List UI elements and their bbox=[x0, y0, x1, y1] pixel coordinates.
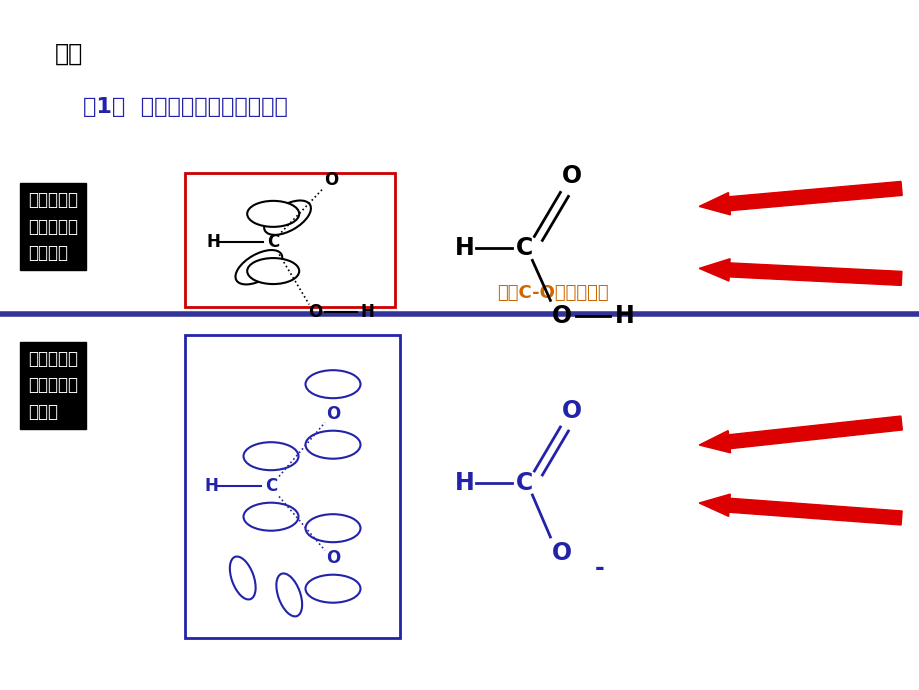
Text: C: C bbox=[516, 237, 532, 260]
Text: O: O bbox=[308, 304, 322, 322]
Ellipse shape bbox=[305, 431, 360, 459]
Text: H: H bbox=[614, 304, 633, 328]
Ellipse shape bbox=[305, 514, 360, 542]
Text: -: - bbox=[594, 556, 604, 580]
Text: H: H bbox=[454, 237, 474, 260]
Text: C: C bbox=[265, 477, 277, 495]
FancyArrow shape bbox=[698, 259, 901, 286]
Text: O: O bbox=[325, 406, 340, 424]
FancyArrow shape bbox=[698, 416, 902, 453]
FancyArrow shape bbox=[698, 181, 902, 215]
Ellipse shape bbox=[244, 442, 298, 470]
Text: O: O bbox=[562, 399, 582, 423]
Ellipse shape bbox=[264, 201, 311, 235]
Text: C: C bbox=[267, 233, 279, 251]
Text: （1）  羧酸和羧酸根的结构比较: （1） 羧酸和羧酸根的结构比较 bbox=[83, 97, 288, 117]
Text: 结构: 结构 bbox=[55, 41, 84, 66]
Text: 醇中C-O单键键长为: 醇中C-O单键键长为 bbox=[496, 284, 607, 302]
Text: C: C bbox=[516, 471, 532, 495]
Bar bbox=[185, 172, 394, 307]
Ellipse shape bbox=[247, 201, 299, 227]
Ellipse shape bbox=[276, 573, 301, 616]
Text: H: H bbox=[360, 304, 374, 322]
Text: 两个碳氧键
不等长，部
分离域。: 两个碳氧键 不等长，部 分离域。 bbox=[28, 191, 78, 262]
Ellipse shape bbox=[230, 557, 255, 600]
Text: H: H bbox=[454, 471, 474, 495]
Bar bbox=[185, 335, 400, 638]
Text: O: O bbox=[562, 164, 582, 188]
FancyArrow shape bbox=[698, 494, 902, 525]
Ellipse shape bbox=[305, 371, 360, 398]
Text: O: O bbox=[325, 549, 340, 567]
Ellipse shape bbox=[235, 250, 282, 284]
Text: 两个碳氧键
等长，完全
离域。: 两个碳氧键 等长，完全 离域。 bbox=[28, 350, 78, 421]
Text: O: O bbox=[551, 304, 572, 328]
Text: O: O bbox=[323, 172, 338, 190]
Text: H: H bbox=[204, 477, 218, 495]
Ellipse shape bbox=[247, 258, 299, 284]
Ellipse shape bbox=[305, 575, 360, 602]
Ellipse shape bbox=[244, 503, 298, 531]
Text: O: O bbox=[551, 541, 572, 565]
Text: H: H bbox=[206, 233, 220, 251]
